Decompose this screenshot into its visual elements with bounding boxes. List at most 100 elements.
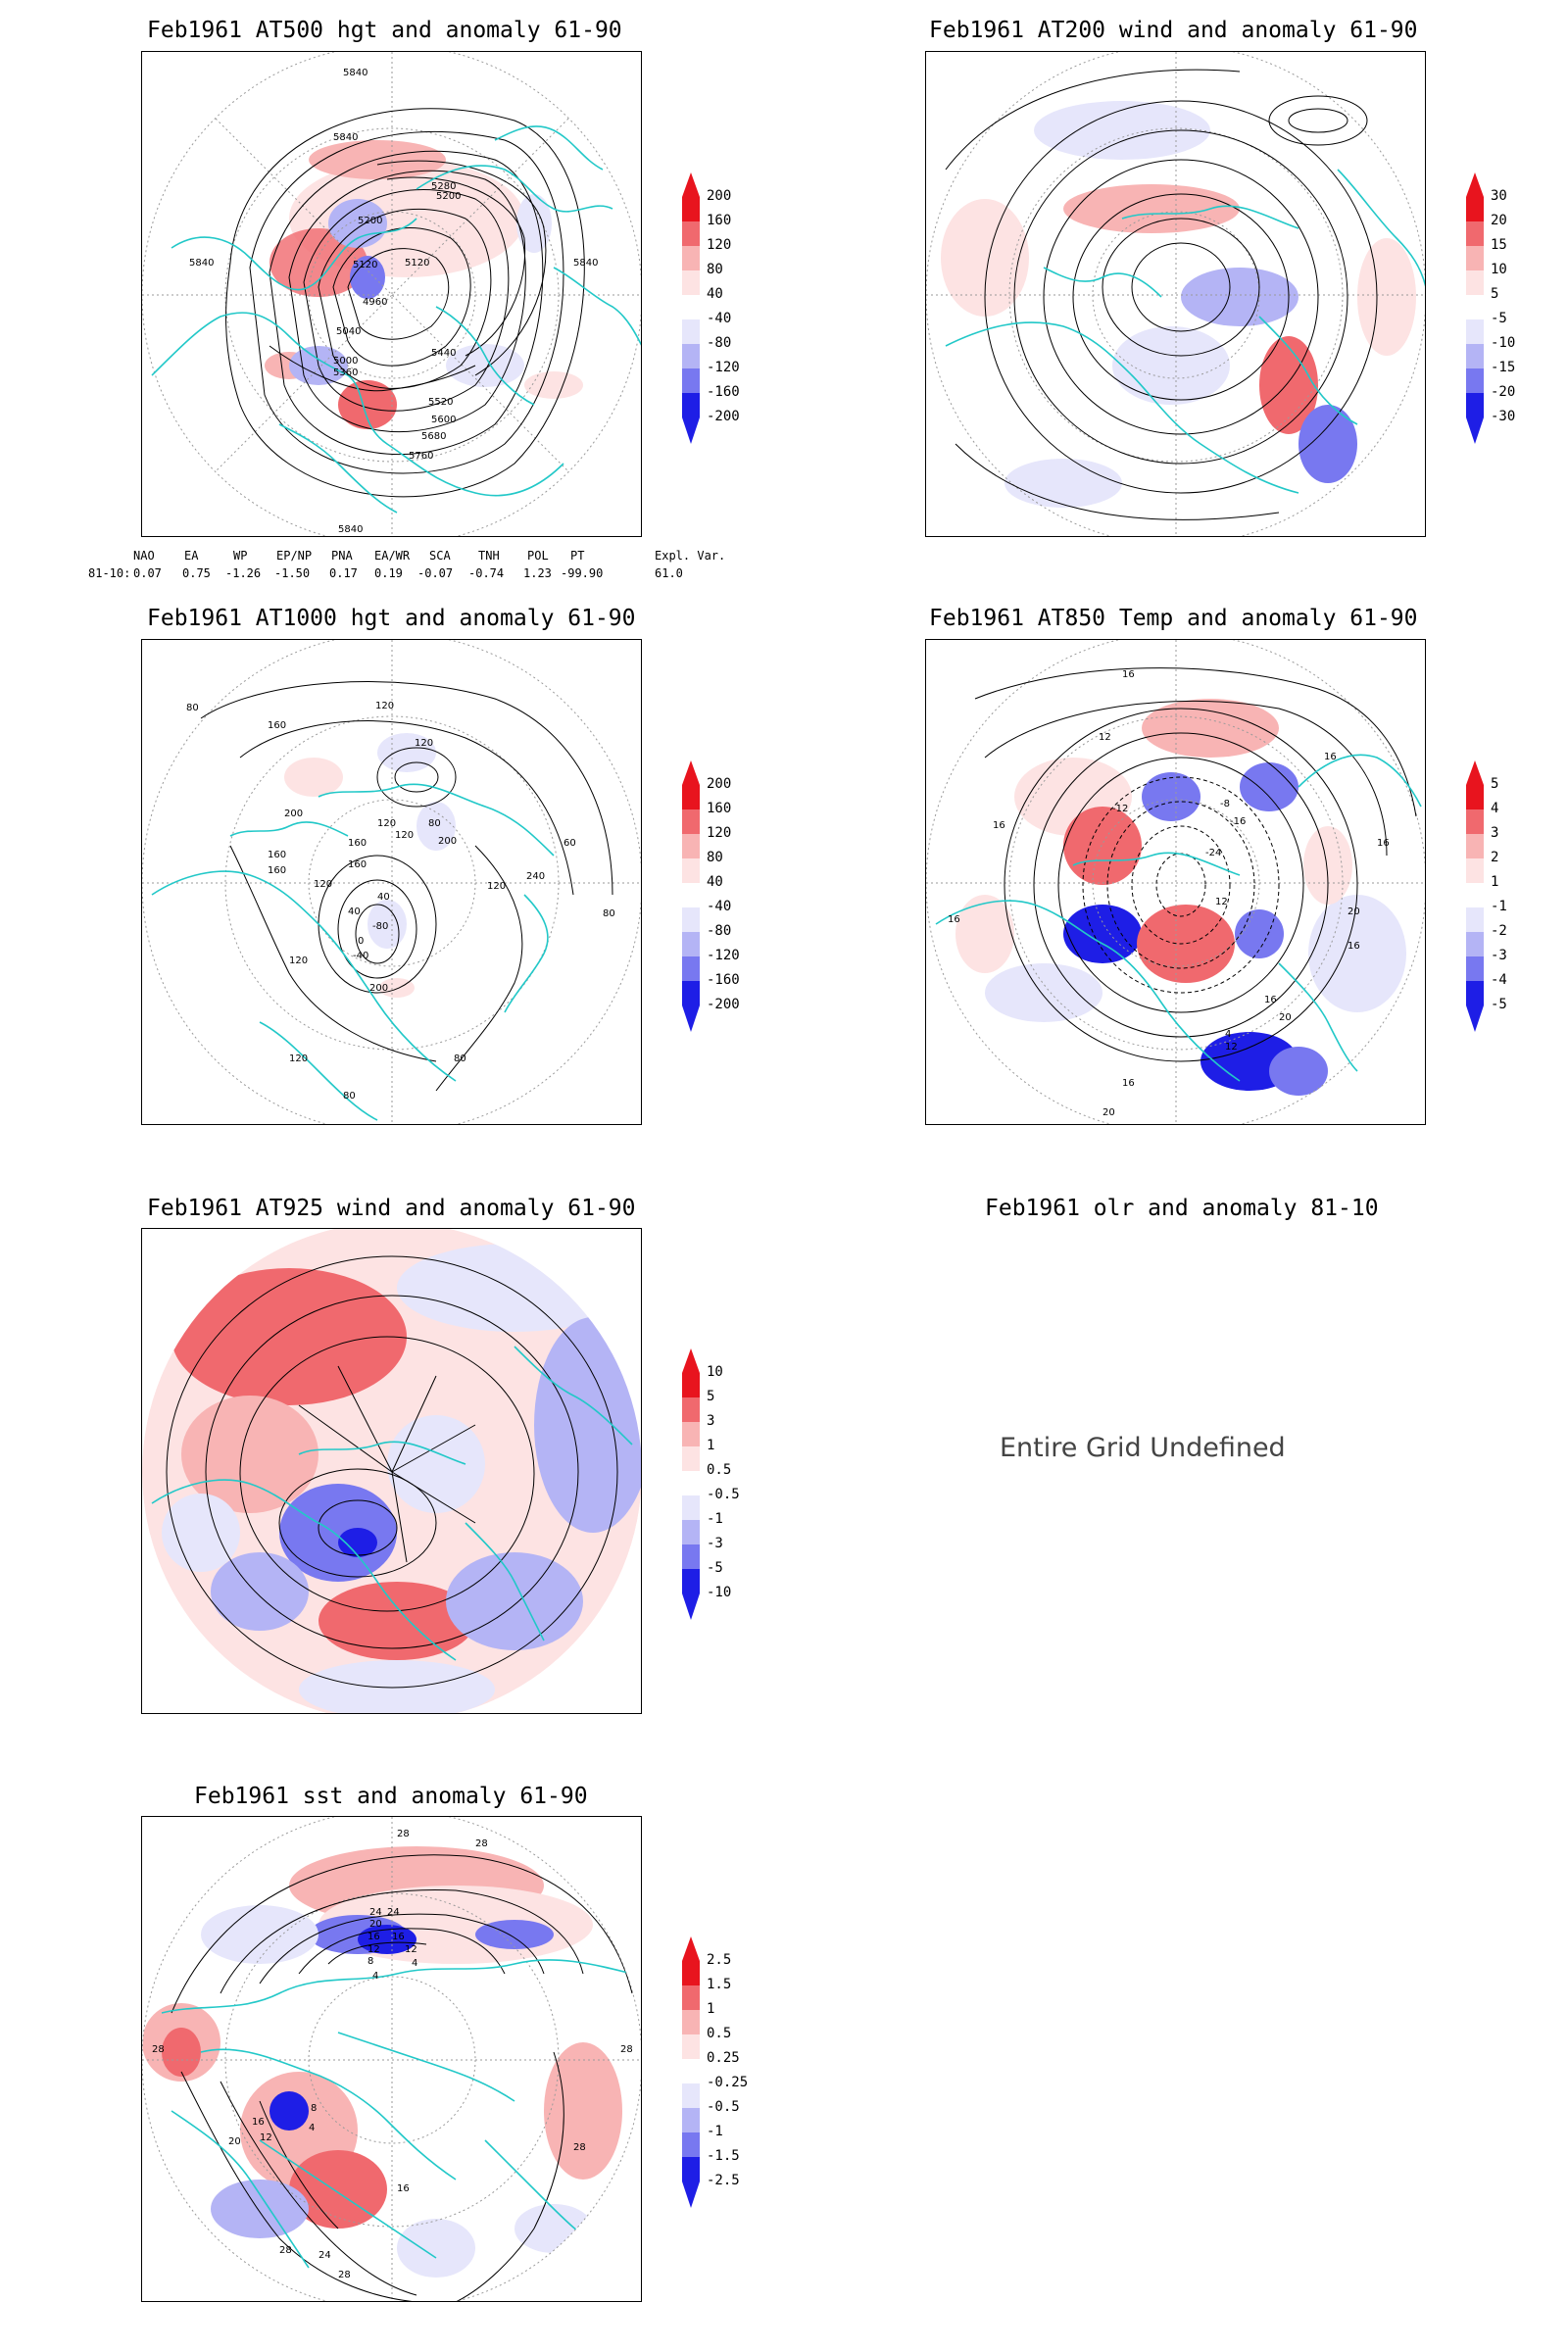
svg-text:5200: 5200 [358, 216, 382, 226]
colorbar-sst-tick-label: -0.5 [707, 2099, 740, 2115]
colorbar-500-lower-triangle [682, 417, 700, 444]
colorbar-sst-swatch [682, 1961, 700, 1985]
svg-text:16: 16 [1122, 669, 1135, 680]
index-header-eawr: EA/WR [374, 549, 411, 563]
svg-text:24: 24 [387, 1907, 400, 1918]
index-header-pt: PT [570, 549, 585, 563]
colorbar-500-tick-label: -80 [707, 335, 732, 351]
colorbar-sst-swatch [682, 2157, 700, 2181]
colorbar-850-swatch [1466, 981, 1484, 1005]
colorbar-200-tick-label: 15 [1491, 237, 1507, 253]
colorbar-850-swatch [1466, 883, 1484, 907]
svg-text:40: 40 [348, 906, 361, 917]
colorbar-925-swatch [682, 1544, 700, 1569]
index-value-sca: -0.07 [417, 566, 454, 580]
colorbar-925-lower-triangle [682, 1593, 700, 1620]
coastlines [151, 125, 641, 514]
colorbar-200-swatch [1466, 319, 1484, 344]
colorbar-850-tick-label: -2 [1491, 923, 1507, 939]
height-contours [225, 108, 585, 498]
colorbar-925-swatch [682, 1471, 700, 1495]
index-header-nao: NAO [133, 549, 155, 563]
undefined-grid-message: Entire Grid Undefined [1000, 1433, 1286, 1463]
svg-text:12: 12 [1215, 897, 1228, 907]
map-1000: 80 120 160 120 200 160 120 120 80 160 16… [141, 639, 642, 1125]
teleconnection-index-table: NAO EA WP EP/NP PNA EA/WR SCA TNH POL PT… [88, 549, 725, 588]
svg-text:28: 28 [620, 2044, 633, 2055]
map-sst-canvas: 28 28 24 24 20 16 16 12 12 8 4 4 28 28 2… [142, 1817, 641, 2301]
colorbar-850-tick-label: 3 [1491, 825, 1499, 841]
colorbar-1000-bar [682, 760, 700, 1032]
colorbar-925-swatch [682, 1520, 700, 1544]
svg-text:8: 8 [368, 1956, 373, 1967]
svg-text:200: 200 [284, 808, 303, 819]
colorbar-1000-swatch [682, 981, 700, 1005]
colorbar-sst-tick-label: 2.5 [707, 1952, 732, 1968]
colorbar-1000-tick-label: 120 [707, 825, 732, 841]
svg-text:24: 24 [318, 2250, 331, 2261]
colorbar-200-tick-label: 10 [1491, 262, 1507, 277]
colorbar-500-swatch [682, 221, 700, 246]
svg-text:16: 16 [1264, 995, 1277, 1005]
coastlines [151, 783, 555, 1121]
title-1000: Feb1961 AT1000 hgt and anomaly 61-90 [147, 606, 636, 631]
temp-contours [974, 667, 1417, 1062]
height-contours [200, 681, 613, 1092]
svg-text:16: 16 [993, 820, 1005, 831]
index-header-ea: EA [184, 549, 199, 563]
svg-text:16: 16 [252, 2117, 265, 2128]
colorbar-500-tick-label: 80 [707, 262, 723, 277]
map-850: 16 12 16 -12 -8 -16 -24 16 16 12 16 20 1… [925, 639, 1426, 1125]
colorbar-500-swatch [682, 368, 700, 393]
svg-text:5360: 5360 [333, 368, 358, 378]
index-header-expl-var: Expl. Var. [655, 549, 726, 563]
grid-lines [142, 1817, 641, 2301]
map-925-canvas [142, 1229, 641, 1713]
svg-text:28: 28 [573, 2142, 586, 2153]
index-value-pna: 0.17 [329, 566, 358, 580]
colorbar-1000-swatch [682, 834, 700, 858]
svg-text:200: 200 [438, 836, 457, 847]
colorbar-sst-swatch [682, 2010, 700, 2034]
svg-text:12: 12 [1225, 1042, 1238, 1053]
svg-text:20: 20 [1279, 1012, 1292, 1023]
colorbar-1000-swatch [682, 932, 700, 956]
index-header-sca: SCA [429, 549, 451, 563]
colorbar-500-tick-label: -160 [707, 384, 740, 400]
svg-text:5760: 5760 [409, 451, 433, 462]
svg-text:20: 20 [1348, 906, 1360, 917]
colorbar-925-tick-label: -0.5 [707, 1487, 740, 1502]
svg-text:20: 20 [1102, 1107, 1115, 1118]
map-1000-canvas: 80 120 160 120 200 160 120 120 80 160 16… [142, 640, 641, 1124]
colorbar-850-bar [1466, 760, 1484, 1032]
colorbar-1000-upper-triangle [682, 760, 700, 785]
colorbar-500-swatch [682, 270, 700, 295]
colorbar-925-bar [682, 1348, 700, 1620]
colorbar-1000-tick-label: -80 [707, 923, 732, 939]
coastlines [161, 1959, 633, 2269]
colorbar-500-swatch [682, 295, 700, 319]
colorbar-1000-tick-label: -40 [707, 899, 732, 914]
colorbar-850-swatch [1466, 907, 1484, 932]
colorbar-200-swatch [1466, 221, 1484, 246]
svg-text:-80: -80 [372, 921, 388, 932]
title-200: Feb1961 AT200 wind and anomaly 61-90 [929, 18, 1418, 43]
svg-text:-24: -24 [1205, 848, 1221, 858]
svg-text:120: 120 [377, 818, 396, 829]
colorbar-500-tick-label: -120 [707, 360, 740, 375]
colorbar-850-lower-triangle [1466, 1005, 1484, 1032]
colorbar-sst-bar [682, 1936, 700, 2208]
svg-text:12: 12 [260, 2132, 272, 2143]
colorbar-sst-tick-label: 1 [707, 2001, 715, 2017]
coastlines [935, 754, 1422, 1082]
svg-text:5600: 5600 [431, 415, 456, 425]
svg-text:160: 160 [348, 838, 367, 849]
colorbar-200-swatch [1466, 368, 1484, 393]
colorbar-850-swatch [1466, 809, 1484, 834]
svg-text:120: 120 [395, 830, 414, 841]
svg-text:16: 16 [392, 1932, 405, 1942]
svg-text:60: 60 [564, 838, 576, 849]
colorbar-1000-swatch [682, 956, 700, 981]
index-value-expl-var: 61.0 [655, 566, 683, 580]
colorbar-925-tick-label: 1 [707, 1438, 715, 1453]
